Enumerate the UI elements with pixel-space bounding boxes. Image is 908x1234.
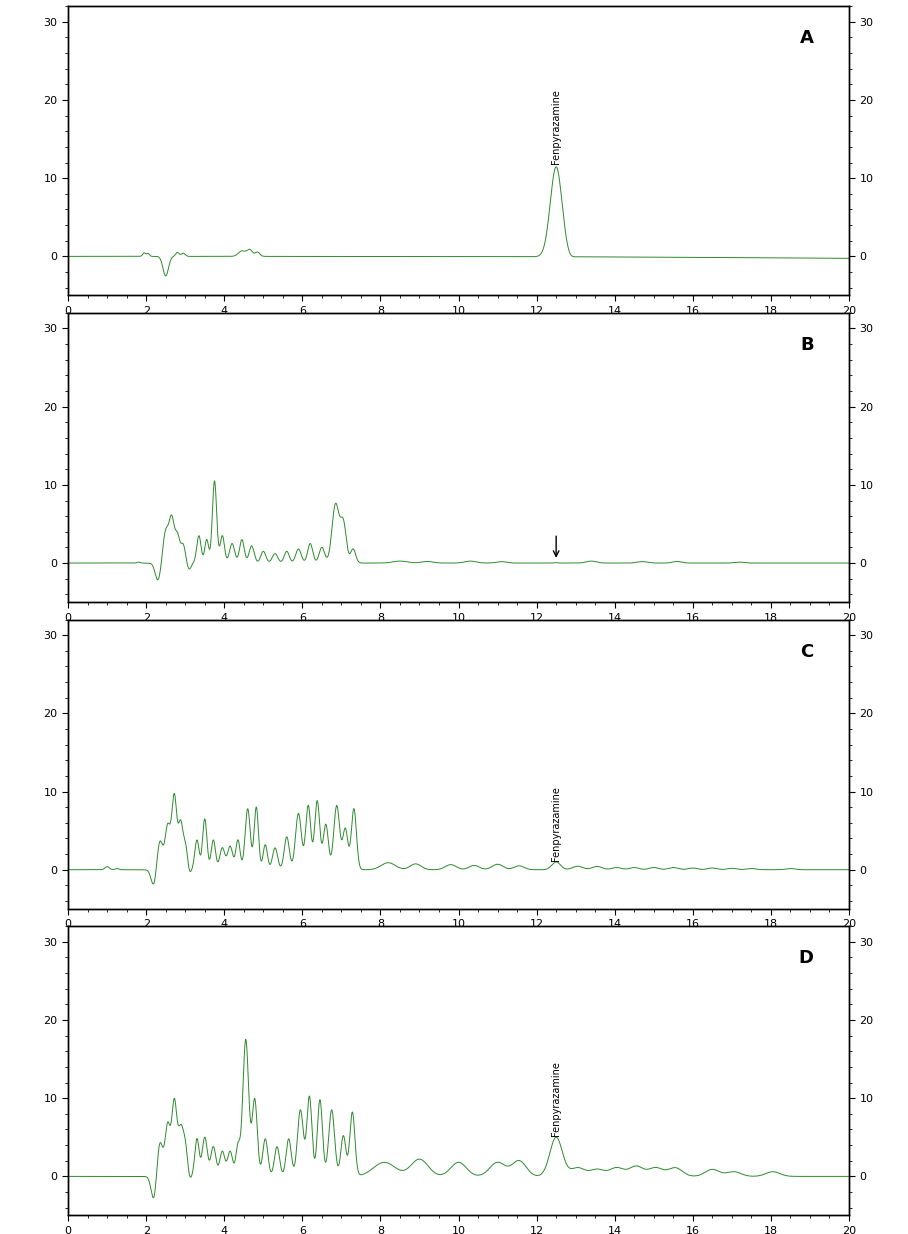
Text: B: B	[800, 336, 814, 354]
Text: Fenpyrazamine: Fenpyrazamine	[551, 786, 561, 861]
Text: C: C	[801, 643, 814, 660]
Text: A: A	[800, 30, 814, 47]
Text: D: D	[799, 949, 814, 967]
Text: Fenpyrazamine: Fenpyrazamine	[551, 1061, 561, 1135]
Text: Fenpyrazamine: Fenpyrazamine	[551, 89, 561, 164]
